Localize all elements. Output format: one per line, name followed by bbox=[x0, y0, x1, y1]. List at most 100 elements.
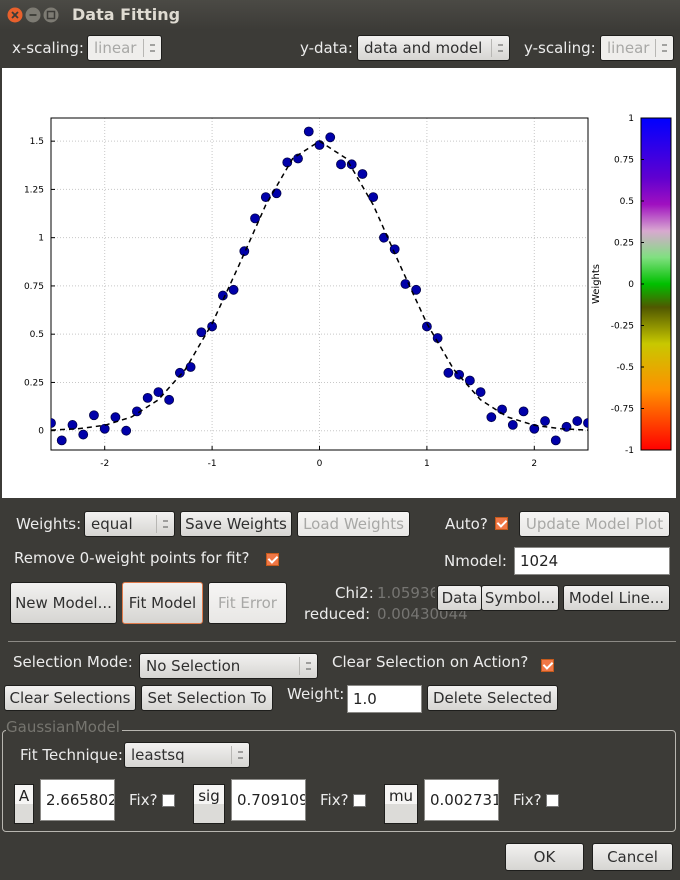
group-box bbox=[2, 730, 676, 832]
label: y-scaling: bbox=[524, 39, 596, 57]
point bbox=[164, 394, 175, 405]
button[interactable]: Clear Selections bbox=[4, 685, 136, 711]
point bbox=[518, 406, 529, 417]
label: Clear Selection on Action? bbox=[332, 653, 529, 671]
label: reduced: bbox=[304, 605, 371, 623]
button[interactable]: Set Selection To bbox=[141, 685, 273, 711]
plot: -2 -1 0 1 2 0 0.25 0.5 0.75 1 1.25 1.5 -1 -0.75 -0.5 -0… bbox=[2, 68, 676, 498]
label: Chi2: bbox=[335, 584, 374, 602]
y-tick-label: 0.25 bbox=[24, 378, 44, 388]
point bbox=[540, 416, 550, 426]
point bbox=[217, 290, 228, 301]
point bbox=[583, 418, 588, 428]
point bbox=[336, 159, 346, 170]
point bbox=[67, 420, 78, 430]
button[interactable]: Fit Model bbox=[122, 582, 203, 624]
point bbox=[411, 284, 422, 295]
button[interactable]: Model Line... bbox=[563, 585, 670, 611]
label: Nmodel: bbox=[444, 552, 507, 570]
button[interactable]: Delete Selected bbox=[427, 685, 558, 711]
point bbox=[271, 188, 282, 199]
point bbox=[497, 404, 507, 415]
checkbox[interactable] bbox=[541, 659, 554, 672]
parameter-input[interactable]: 2.665802 bbox=[40, 779, 115, 821]
point bbox=[368, 192, 379, 203]
y-tick-label: 0.75 bbox=[24, 282, 44, 292]
checkbox[interactable] bbox=[353, 794, 366, 807]
maximize-button[interactable] bbox=[43, 7, 59, 23]
combo-box[interactable]: No Selection bbox=[139, 653, 318, 679]
parameter-button[interactable]: A bbox=[14, 784, 34, 824]
checkbox[interactable] bbox=[546, 794, 559, 807]
point bbox=[346, 159, 357, 170]
window-title: Data Fitting bbox=[72, 5, 181, 24]
point bbox=[529, 423, 540, 434]
checkbox[interactable] bbox=[162, 794, 175, 807]
point bbox=[464, 375, 475, 386]
point bbox=[121, 425, 132, 436]
point bbox=[78, 429, 89, 440]
text-input[interactable]: 1.0 bbox=[347, 685, 422, 713]
parameter-input[interactable]: 0.002731 bbox=[424, 779, 499, 821]
plot-area bbox=[51, 126, 588, 446]
button[interactable]: Cancel bbox=[592, 843, 673, 871]
colorbar-tick-label: 0.5 bbox=[620, 197, 634, 207]
colorbar-tick-label: -0.75 bbox=[611, 405, 634, 415]
point bbox=[142, 392, 153, 403]
point bbox=[325, 132, 336, 143]
button[interactable]: Load Weights bbox=[297, 511, 410, 537]
colorbar bbox=[640, 117, 672, 451]
group-title: GaussianModel bbox=[6, 717, 122, 737]
button[interactable]: Save Weights bbox=[180, 511, 292, 537]
label: x-scaling: bbox=[12, 39, 84, 57]
y-tick-label: 0.5 bbox=[30, 330, 44, 340]
point bbox=[250, 213, 260, 224]
label: Weights: bbox=[16, 515, 82, 533]
colorbar-label: Weights bbox=[591, 264, 602, 304]
plot-frame bbox=[50, 117, 589, 451]
label: Selection Mode: bbox=[13, 653, 133, 671]
point bbox=[475, 387, 486, 397]
label: Auto? bbox=[445, 515, 488, 533]
point bbox=[357, 169, 368, 179]
combo-box[interactable]: leastsq bbox=[124, 742, 250, 768]
chi2-value: 1.05936 bbox=[377, 584, 435, 602]
button[interactable]: Symbol... bbox=[481, 585, 559, 611]
colorbar-tick-label: 0.25 bbox=[614, 239, 634, 249]
combo-box[interactable]: data and model bbox=[357, 35, 510, 61]
colorbar-tick-label: -1 bbox=[625, 446, 634, 456]
combo-box[interactable]: linear bbox=[600, 35, 674, 61]
window-controls bbox=[7, 7, 59, 23]
x-tick-label: 0 bbox=[317, 459, 323, 469]
point bbox=[550, 435, 561, 446]
point bbox=[174, 367, 185, 378]
parameter-input[interactable]: 0.709109 bbox=[231, 779, 306, 821]
checkbox[interactable] bbox=[495, 517, 508, 530]
combo-box[interactable]: equal bbox=[84, 511, 175, 537]
button[interactable]: Update Model Plot bbox=[519, 511, 670, 537]
label: y-data: bbox=[300, 39, 353, 57]
parameter-button[interactable]: mu bbox=[384, 784, 418, 824]
parameter-button[interactable]: sig bbox=[193, 784, 225, 824]
label: Fix? bbox=[129, 791, 158, 809]
point bbox=[153, 387, 164, 397]
button[interactable]: OK bbox=[505, 843, 584, 871]
y-tick-label: 1.25 bbox=[24, 185, 44, 195]
x-tick-label: -2 bbox=[100, 459, 109, 469]
y-tick-label: 1 bbox=[38, 234, 44, 244]
label: Weight: bbox=[287, 685, 345, 703]
colorbar-tick-label: 1 bbox=[628, 114, 634, 124]
point bbox=[572, 416, 583, 426]
checkbox[interactable] bbox=[266, 553, 279, 566]
button[interactable]: Fit Error bbox=[208, 582, 287, 624]
label: Fit Technique: bbox=[20, 746, 123, 764]
point bbox=[228, 284, 239, 295]
combo-box[interactable]: linear bbox=[87, 35, 162, 61]
point bbox=[561, 421, 572, 432]
button[interactable]: Data bbox=[437, 585, 482, 611]
text-input[interactable]: 1024 bbox=[514, 547, 670, 575]
y-tick-label: 1.5 bbox=[30, 137, 44, 147]
label: Remove 0-weight points for fit? bbox=[14, 549, 250, 567]
button[interactable]: New Model... bbox=[10, 582, 117, 624]
